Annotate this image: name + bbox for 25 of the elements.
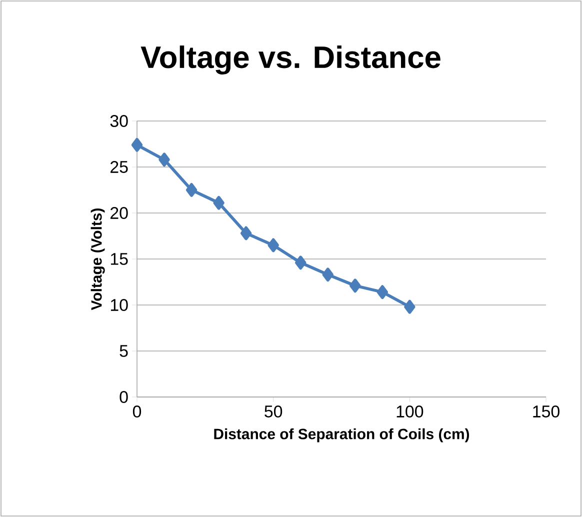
y-tick-label: 10 <box>110 299 128 311</box>
x-tick-label: 50 <box>264 406 282 418</box>
y-tick-label: 15 <box>110 253 128 265</box>
point <box>131 138 143 152</box>
chart-title: Voltage vs. Distance <box>140 46 440 74</box>
y-tick-label: 0 <box>120 391 128 403</box>
point <box>186 183 198 197</box>
point <box>268 238 279 252</box>
x-tick-label: 0 <box>132 406 142 418</box>
point <box>404 300 416 314</box>
x-tick-label: 150 <box>533 406 560 418</box>
y-tick-label: 20 <box>110 207 128 219</box>
point <box>213 196 224 210</box>
point <box>158 152 170 167</box>
point <box>322 268 334 282</box>
y-tick-label: 5 <box>120 345 128 357</box>
point <box>376 285 388 300</box>
y-tick-label: 30 <box>110 115 128 127</box>
point <box>240 226 252 240</box>
x-tick-label: 100 <box>396 406 424 418</box>
y-tick-label: 25 <box>110 161 128 173</box>
x-axis-title: Distance of Separation of Coils (cm) <box>214 428 470 442</box>
point <box>294 256 306 270</box>
point <box>350 278 361 293</box>
y-axis-title: Voltage (Volts) <box>90 208 105 310</box>
